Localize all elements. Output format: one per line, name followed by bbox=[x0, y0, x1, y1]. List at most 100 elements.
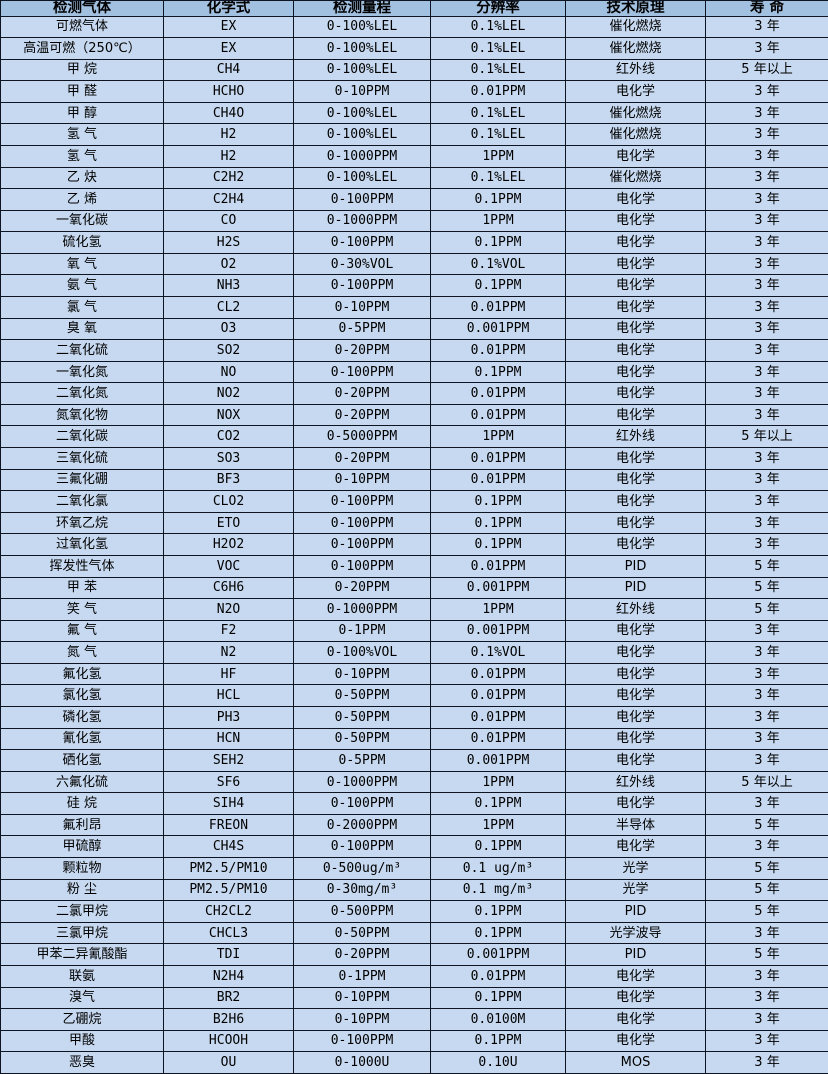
cell-principle: PID bbox=[565, 554, 706, 578]
cell-principle: 光学 bbox=[565, 878, 706, 902]
cell-range: 0-20PPM bbox=[293, 576, 431, 600]
cell-range: 0-100%LEL bbox=[293, 166, 431, 190]
cell-gas-name: 一氧化氮 bbox=[0, 360, 164, 384]
cell-gas-name: 氯 气 bbox=[0, 296, 164, 319]
cell-resolution: 0.1%LEL bbox=[430, 123, 566, 146]
cell-range: 0-500PPM bbox=[293, 900, 431, 923]
table-row: 氯 气 CL2 0-10PPM 0.01PPM 电化学 3 年 bbox=[0, 296, 828, 319]
cell-range: 0-1000PPM bbox=[293, 770, 431, 794]
cell-range: 0-100%LEL bbox=[293, 37, 431, 60]
cell-resolution: 0.1%LEL bbox=[430, 37, 566, 60]
cell-gas-name: 氢 气 bbox=[0, 144, 164, 168]
cell-formula: NH3 bbox=[163, 274, 294, 298]
cell-range: 0-100%VOL bbox=[293, 641, 431, 664]
cell-principle: 电化学 bbox=[565, 317, 706, 341]
cell-range: 0-20PPM bbox=[293, 403, 431, 427]
table-row: 粉 尘 PM2.5/PM10 0-30mg/m³ 0.1 mg/m³ 光学 5 年 bbox=[0, 878, 828, 902]
cell-principle: 催化燃烧 bbox=[565, 123, 706, 146]
cell-formula: PM2.5/PM10 bbox=[163, 857, 294, 880]
cell-principle: 电化学 bbox=[565, 274, 706, 298]
table-row: 氧 气 O2 0-30%VOL 0.1%VOL 电化学 3 年 bbox=[0, 252, 828, 276]
cell-gas-name: 硫化氢 bbox=[0, 231, 164, 254]
cell-lifespan: 3 年 bbox=[705, 80, 828, 103]
cell-gas-name: 过氧化氢 bbox=[0, 533, 164, 556]
table-row: 氟化氢 HF 0-10PPM 0.01PPM 电化学 3 年 bbox=[0, 662, 828, 686]
cell-formula: SIH4 bbox=[163, 792, 294, 815]
cell-resolution: 0.1PPM bbox=[430, 188, 566, 211]
cell-gas-name: 三氧化硫 bbox=[0, 447, 164, 470]
header-lifespan: 寿 命 bbox=[705, 0, 828, 17]
table-row: 甲 苯 C6H6 0-20PPM 0.001PPM PID 5 年 bbox=[0, 576, 828, 600]
cell-formula: HCN bbox=[163, 727, 294, 751]
cell-resolution: 0.10U bbox=[430, 1051, 566, 1074]
cell-principle: 电化学 bbox=[565, 468, 706, 492]
table-row: 颗粒物 PM2.5/PM10 0-500ug/m³ 0.1 ug/m³ 光学 5 年 bbox=[0, 857, 828, 880]
cell-gas-name: 臭 氧 bbox=[0, 317, 164, 341]
cell-formula: EX bbox=[163, 37, 294, 60]
cell-gas-name: 恶臭 bbox=[0, 1051, 164, 1074]
cell-principle: 半导体 bbox=[565, 813, 706, 837]
cell-range: 0-100PPM bbox=[293, 231, 431, 254]
table-body: 可燃气体 EX 0-100%LEL 0.1%LEL 催化燃烧 3 年高温可燃（250℃） E… bbox=[0, 15, 828, 1074]
cell-gas-name: 一氧化碳 bbox=[0, 209, 164, 233]
table-row: 二氧化碳 CO2 0-5000PPM 1PPM 红外线 5 年以上 bbox=[0, 425, 828, 449]
cell-lifespan: 5 年 bbox=[705, 598, 828, 621]
table-row: 甲 醇 CH4O 0-100%LEL 0.1%LEL 催化燃烧 3 年 bbox=[0, 101, 828, 125]
table-row: 三氟化硼 BF3 0-10PPM 0.01PPM 电化学 3 年 bbox=[0, 468, 828, 492]
cell-lifespan: 3 年 bbox=[705, 339, 828, 362]
cell-range: 0-100PPM bbox=[293, 533, 431, 556]
cell-resolution: 0.01PPM bbox=[430, 684, 566, 707]
cell-lifespan: 5 年以上 bbox=[705, 425, 828, 449]
cell-formula: HF bbox=[163, 662, 294, 686]
cell-resolution: 0.1%LEL bbox=[430, 166, 566, 190]
cell-gas-name: 乙硼烷 bbox=[0, 1008, 164, 1031]
cell-formula: F2 bbox=[163, 619, 294, 643]
header-resolution: 分辨率 bbox=[430, 0, 566, 17]
header-formula: 化学式 bbox=[163, 0, 294, 17]
cell-principle: 电化学 bbox=[565, 188, 706, 211]
cell-gas-name: 笑 气 bbox=[0, 598, 164, 621]
cell-lifespan: 3 年 bbox=[705, 619, 828, 643]
table-row: 硅 烷 SIH4 0-100PPM 0.1PPM 电化学 3 年 bbox=[0, 792, 828, 815]
cell-resolution: 0.1PPM bbox=[430, 900, 566, 923]
cell-principle: 电化学 bbox=[565, 835, 706, 859]
cell-gas-name: 氮 气 bbox=[0, 641, 164, 664]
cell-resolution: 0.001PPM bbox=[430, 317, 566, 341]
cell-gas-name: 粉 尘 bbox=[0, 878, 164, 902]
cell-gas-name: 二氧化硫 bbox=[0, 339, 164, 362]
cell-lifespan: 3 年 bbox=[705, 1008, 828, 1031]
cell-lifespan: 3 年 bbox=[705, 15, 828, 39]
cell-formula: EX bbox=[163, 15, 294, 39]
cell-principle: 催化燃烧 bbox=[565, 101, 706, 125]
cell-principle: 红外线 bbox=[565, 770, 706, 794]
cell-resolution: 1PPM bbox=[430, 598, 566, 621]
table-row: 乙 烯 C2H4 0-100PPM 0.1PPM 电化学 3 年 bbox=[0, 188, 828, 211]
table-row: 高温可燃（250℃） EX 0-100%LEL 0.1%LEL 催化燃烧 3 年 bbox=[0, 37, 828, 60]
table-row: 氢 气 H2 0-1000PPM 1PPM 电化学 3 年 bbox=[0, 144, 828, 168]
cell-range: 0-100%LEL bbox=[293, 123, 431, 146]
cell-resolution: 0.1PPM bbox=[430, 792, 566, 815]
cell-resolution: 0.1PPM bbox=[430, 1029, 566, 1053]
cell-lifespan: 3 年 bbox=[705, 252, 828, 276]
cell-range: 0-100%LEL bbox=[293, 15, 431, 39]
cell-resolution: 0.1PPM bbox=[430, 360, 566, 384]
cell-formula: H2S bbox=[163, 231, 294, 254]
cell-gas-name: 磷化氢 bbox=[0, 706, 164, 729]
cell-gas-name: 氢 气 bbox=[0, 123, 164, 146]
cell-principle: 红外线 bbox=[565, 58, 706, 82]
cell-principle: PID bbox=[565, 900, 706, 923]
cell-lifespan: 3 年 bbox=[705, 166, 828, 190]
cell-resolution: 1PPM bbox=[430, 209, 566, 233]
table-row: 联氨 N2H4 0-1PPM 0.01PPM 电化学 3 年 bbox=[0, 964, 828, 988]
cell-principle: 电化学 bbox=[565, 533, 706, 556]
cell-principle: 电化学 bbox=[565, 231, 706, 254]
cell-range: 0-500ug/m³ bbox=[293, 857, 431, 880]
cell-resolution: 0.01PPM bbox=[430, 382, 566, 405]
table-row: 甲硫醇 CH4S 0-100PPM 0.1PPM 电化学 3 年 bbox=[0, 835, 828, 859]
cell-resolution: 0.1%LEL bbox=[430, 101, 566, 125]
cell-gas-name: 环氧乙烷 bbox=[0, 511, 164, 535]
cell-lifespan: 5 年 bbox=[705, 576, 828, 600]
cell-lifespan: 3 年 bbox=[705, 964, 828, 988]
table-row: 一氧化氮 NO 0-100PPM 0.1PPM 电化学 3 年 bbox=[0, 360, 828, 384]
